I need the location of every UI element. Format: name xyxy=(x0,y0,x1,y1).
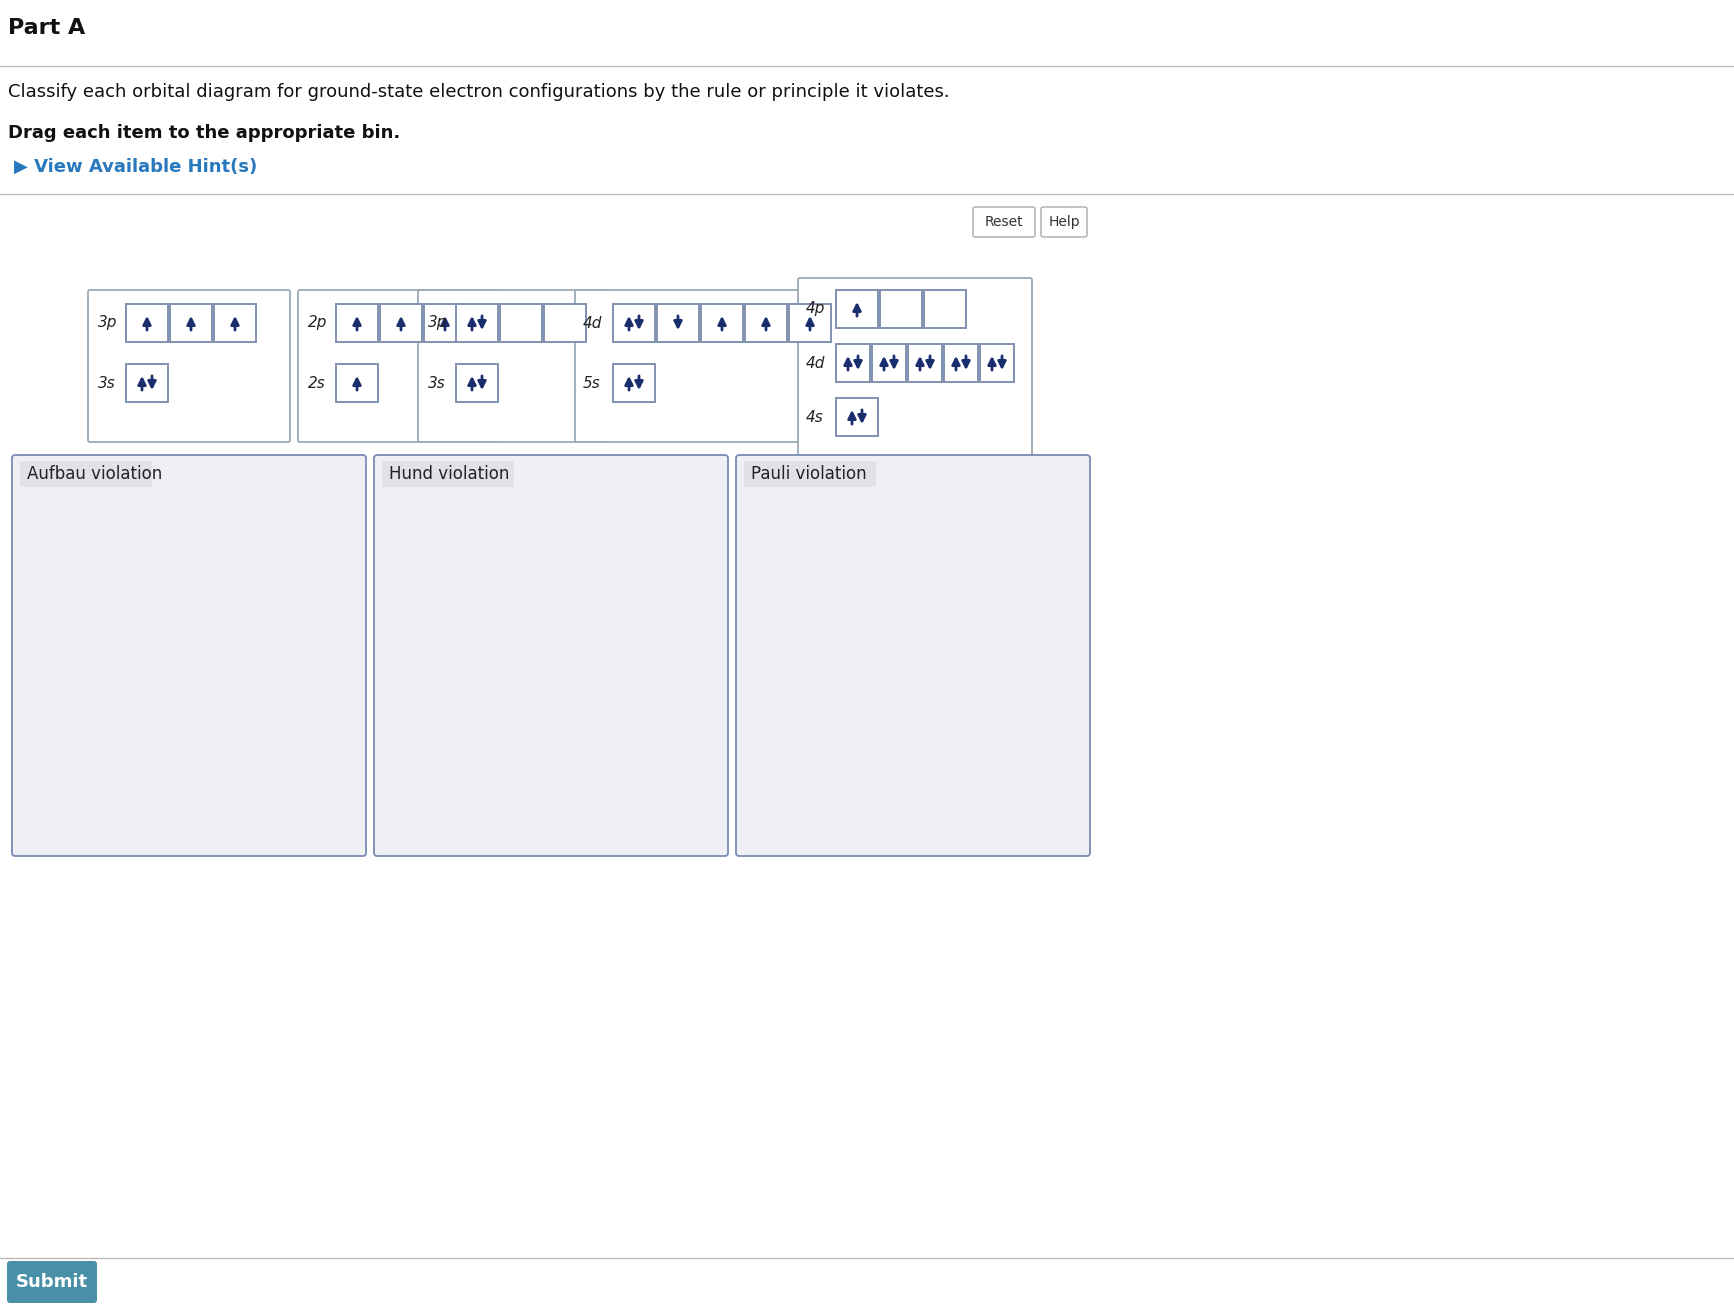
FancyBboxPatch shape xyxy=(12,455,366,855)
Text: Hund violation: Hund violation xyxy=(388,464,510,483)
Bar xyxy=(456,304,498,342)
Text: Aufbau violation: Aufbau violation xyxy=(28,464,163,483)
Bar xyxy=(909,344,942,382)
Bar xyxy=(836,398,877,436)
FancyBboxPatch shape xyxy=(298,290,499,442)
Text: 4s: 4s xyxy=(806,409,824,425)
Text: Reset: Reset xyxy=(985,215,1023,230)
Bar xyxy=(456,363,498,401)
Text: Drag each item to the appropriate bin.: Drag each item to the appropriate bin. xyxy=(9,125,401,142)
Bar xyxy=(127,363,168,401)
Bar xyxy=(836,344,870,382)
Bar xyxy=(213,304,257,342)
FancyBboxPatch shape xyxy=(1040,207,1087,237)
FancyBboxPatch shape xyxy=(7,1261,97,1303)
Bar xyxy=(127,304,168,342)
Text: Part A: Part A xyxy=(9,18,85,38)
Text: 5s: 5s xyxy=(583,375,600,391)
Text: 4d: 4d xyxy=(806,356,825,370)
Bar xyxy=(544,304,586,342)
Bar xyxy=(746,304,787,342)
Bar xyxy=(614,304,655,342)
Bar xyxy=(657,304,699,342)
Text: Help: Help xyxy=(1047,215,1080,230)
Text: ▶ View Available Hint(s): ▶ View Available Hint(s) xyxy=(14,157,257,176)
Text: 2p: 2p xyxy=(309,315,328,331)
FancyBboxPatch shape xyxy=(744,461,876,487)
Text: 2s: 2s xyxy=(309,375,326,391)
Bar xyxy=(879,290,922,328)
Text: 3s: 3s xyxy=(99,375,116,391)
FancyBboxPatch shape xyxy=(735,455,1091,855)
Text: Submit: Submit xyxy=(16,1273,88,1291)
Text: 3s: 3s xyxy=(428,375,446,391)
Text: Pauli violation: Pauli violation xyxy=(751,464,867,483)
FancyBboxPatch shape xyxy=(381,461,513,487)
FancyBboxPatch shape xyxy=(21,461,153,487)
FancyBboxPatch shape xyxy=(798,278,1032,457)
Bar xyxy=(701,304,742,342)
Bar xyxy=(980,344,1014,382)
Text: 3p: 3p xyxy=(428,315,447,331)
Text: 4d: 4d xyxy=(583,315,602,331)
Text: 3p: 3p xyxy=(99,315,118,331)
Bar xyxy=(425,304,466,342)
FancyBboxPatch shape xyxy=(576,290,818,442)
Bar xyxy=(614,363,655,401)
Text: 4p: 4p xyxy=(806,302,825,316)
FancyBboxPatch shape xyxy=(418,290,607,442)
Bar xyxy=(336,304,378,342)
FancyBboxPatch shape xyxy=(88,290,290,442)
FancyBboxPatch shape xyxy=(973,207,1035,237)
Bar xyxy=(924,290,966,328)
Bar xyxy=(170,304,212,342)
Bar xyxy=(336,363,378,401)
Bar xyxy=(943,344,978,382)
Bar xyxy=(499,304,543,342)
Bar xyxy=(836,290,877,328)
Bar xyxy=(872,344,905,382)
Bar xyxy=(789,304,831,342)
Bar xyxy=(380,304,421,342)
Text: Classify each orbital diagram for ground-state electron configurations by the ru: Classify each orbital diagram for ground… xyxy=(9,83,950,101)
FancyBboxPatch shape xyxy=(375,455,728,855)
